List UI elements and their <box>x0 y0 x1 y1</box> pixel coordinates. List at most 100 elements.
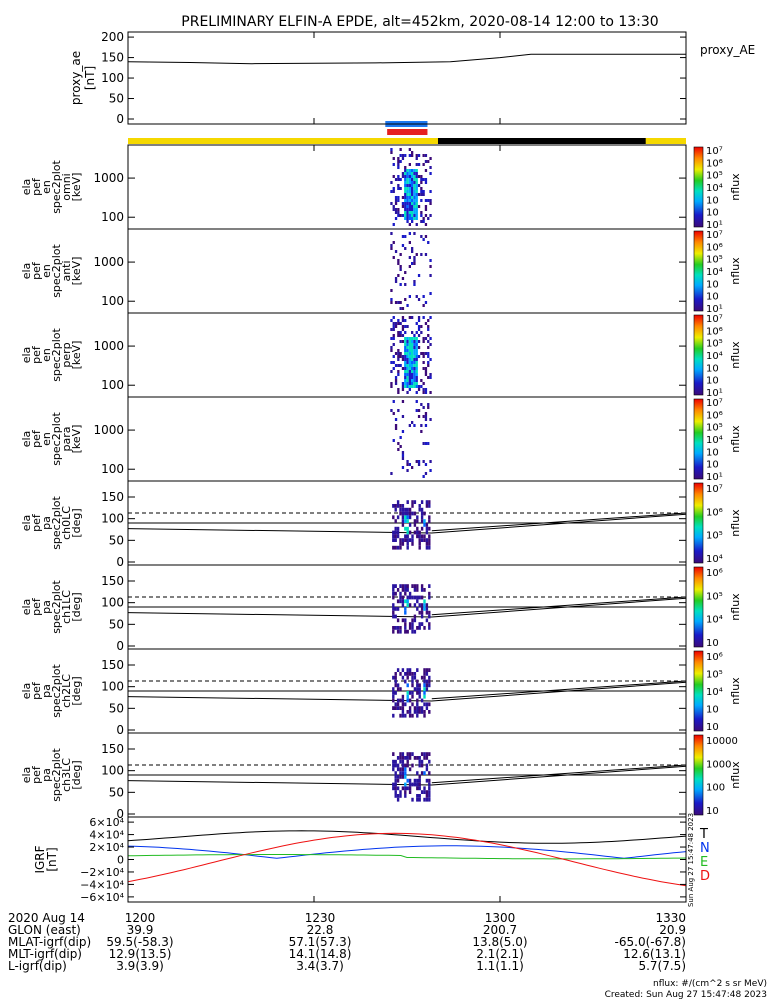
pa-pixel <box>421 760 423 764</box>
pa-pixel <box>428 702 430 706</box>
spec-pixel <box>406 385 408 388</box>
colorbar-tick-label: 10⁳ <box>706 195 719 206</box>
spec-pixel <box>425 154 427 157</box>
spec-pixel <box>420 253 422 256</box>
pa-pixel <box>395 672 397 676</box>
spec-pixel <box>416 199 418 202</box>
pa-pixel <box>414 596 416 600</box>
spec-pixel <box>411 361 413 364</box>
pa-pixel <box>395 626 397 630</box>
spec-pixel <box>400 364 402 367</box>
pa-pixel <box>423 680 425 684</box>
pa-ytick-label: 50 <box>109 533 124 547</box>
pa-pixel <box>414 779 416 783</box>
spec-pixel <box>402 340 404 343</box>
spec-pixel <box>406 358 408 361</box>
spec-pixel <box>393 343 395 346</box>
pa-pixel <box>395 531 397 535</box>
spec-pixel <box>397 196 399 199</box>
spec-pixel <box>418 415 420 418</box>
spec-pixel <box>423 337 425 340</box>
spec-pixel <box>425 367 427 370</box>
spec-pixel <box>402 277 404 280</box>
pa-pixel <box>426 546 428 550</box>
pa-pixel <box>421 534 423 538</box>
colorbar-tick-label: 10⁳ <box>706 638 719 649</box>
spec-pixel <box>409 424 411 427</box>
colorbar-tick-label: 10⁲ <box>706 376 719 387</box>
spec-pixel <box>411 376 413 379</box>
pa-pixel <box>423 672 425 676</box>
pa-pixel <box>402 512 404 516</box>
pa-pixel <box>397 626 399 630</box>
spec-pixel <box>395 178 397 181</box>
pa-pixel <box>392 699 394 703</box>
pa-pixel <box>423 534 425 538</box>
spec-pixel <box>429 343 431 346</box>
spec-pixel <box>400 268 402 271</box>
spec-pixel <box>416 163 418 166</box>
pa-pixel <box>409 756 411 760</box>
spec-pixel <box>425 415 427 418</box>
pa-pixel <box>407 542 409 546</box>
pa-pixel <box>421 515 423 519</box>
spec-pixel <box>416 202 418 205</box>
spec-pixel <box>395 202 397 205</box>
spec-pixel <box>393 334 395 337</box>
chart-title: PRELIMINARY ELFIN-A EPDE, alt=452km, 202… <box>181 14 658 30</box>
pa-pixel <box>416 786 418 790</box>
pa-pixel <box>411 500 413 504</box>
pa-pixel <box>402 756 404 760</box>
spec-pixel <box>404 214 406 217</box>
spec-pixel <box>425 412 427 415</box>
spec-pixel <box>397 166 399 169</box>
spec-pixel <box>413 196 415 199</box>
spec-pixel <box>411 340 413 343</box>
colorbar-tick-label: 10⁴ <box>706 615 723 626</box>
pa-pixel <box>404 519 406 523</box>
spec-pixel <box>413 205 415 208</box>
colorbar-tick-label: 10⁶ <box>706 242 723 253</box>
spec-pixel <box>411 202 413 205</box>
spec-pixel <box>404 298 406 301</box>
spec-pixel <box>400 178 402 181</box>
spec-pixel <box>406 373 408 376</box>
spec-pixel <box>397 370 399 373</box>
colorbar-tick-label: 10⁶ <box>706 158 723 169</box>
pa-pixel <box>426 618 428 622</box>
pa-pixel <box>399 512 401 516</box>
spec-pixel <box>409 178 411 181</box>
spec-pixel <box>425 418 427 421</box>
spec-pixel <box>416 178 418 181</box>
spec-pixel <box>429 316 431 319</box>
spec-pixel <box>413 283 415 286</box>
pa-pixel <box>392 546 394 550</box>
spec-pixel <box>420 403 422 406</box>
pa-pixel <box>414 618 416 622</box>
spec-pixel <box>390 382 392 385</box>
spec-pixel <box>418 334 420 337</box>
pa-pixel <box>397 699 399 703</box>
spec-pixel <box>397 262 399 265</box>
spec-pixel <box>406 370 408 373</box>
spec-pixel <box>397 184 399 187</box>
colorbar-tick-label: 10⁴ <box>706 267 723 278</box>
pa-pixel <box>426 683 428 687</box>
pa-pixel <box>419 764 421 768</box>
pa-pixel <box>399 756 401 760</box>
spec-pixel <box>427 217 429 220</box>
spec-pixel <box>395 418 397 421</box>
spec-pixel <box>406 340 408 343</box>
spec-pixel <box>411 193 413 196</box>
spec-pixel <box>409 202 411 205</box>
pa-ytick-label: 0 <box>116 723 124 737</box>
spec-pixel <box>404 361 406 364</box>
spec-pixel <box>418 346 420 349</box>
spec-pixel <box>409 175 411 178</box>
pa-pixel <box>426 611 428 615</box>
spec-pixel <box>411 214 413 217</box>
pa-pixel <box>428 534 430 538</box>
pa-pixel <box>399 699 401 703</box>
spec-pixel <box>393 190 395 193</box>
spec-pixel <box>413 232 415 235</box>
